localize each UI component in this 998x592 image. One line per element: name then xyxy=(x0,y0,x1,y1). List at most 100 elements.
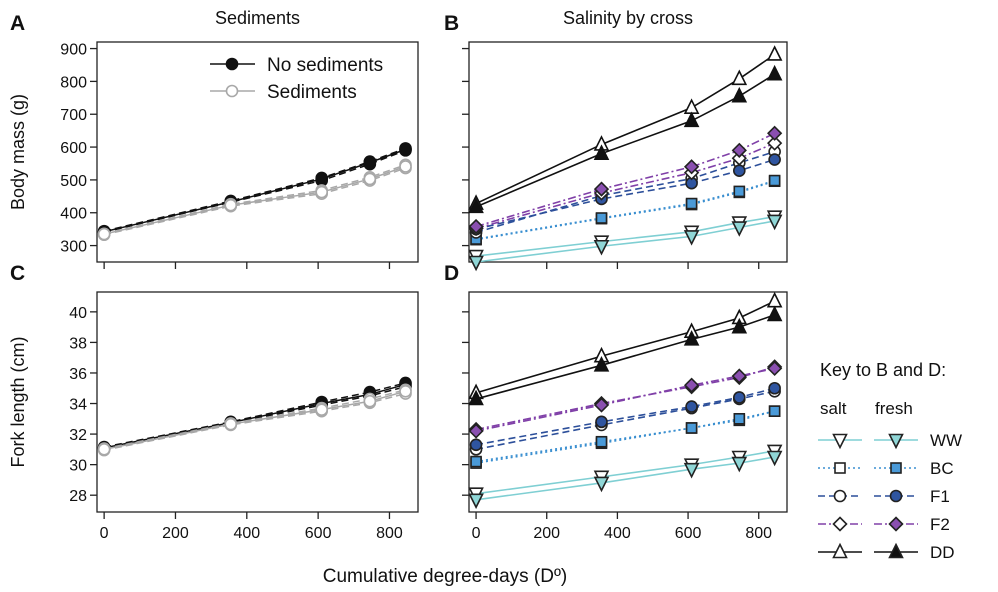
series-ww-fresh xyxy=(468,450,783,510)
series-line xyxy=(475,179,775,240)
key-marker-salt xyxy=(832,516,848,532)
series-sediments xyxy=(97,385,412,456)
data-point xyxy=(468,389,484,406)
series-dd-fresh xyxy=(468,64,783,214)
legend-label: No sediments xyxy=(267,55,383,76)
panel-letter: D xyxy=(444,262,459,285)
data-point xyxy=(683,159,700,175)
data-point xyxy=(97,227,111,241)
x-tick-label: 400 xyxy=(233,525,260,542)
data-point xyxy=(224,417,238,431)
key-marker-fresh xyxy=(888,516,904,532)
series-line xyxy=(103,392,406,451)
data-point xyxy=(733,185,746,198)
data-point xyxy=(766,291,783,308)
y-tick-label: 400 xyxy=(60,206,87,223)
x-tick-label: 200 xyxy=(533,525,560,542)
series-dd-salt xyxy=(468,45,783,210)
data-point xyxy=(593,397,610,413)
data-point xyxy=(470,455,482,468)
key-row-label: WW xyxy=(930,431,962,450)
series-no-sediments xyxy=(97,144,412,239)
data-point xyxy=(315,403,329,416)
series-line xyxy=(475,387,775,446)
data-point xyxy=(468,255,484,272)
panel-letter: A xyxy=(10,12,25,35)
data-point xyxy=(683,462,700,479)
data-point xyxy=(363,172,377,186)
data-point xyxy=(683,330,700,346)
series-line xyxy=(103,382,406,448)
y-tick-label: 30 xyxy=(69,458,87,475)
key-row-label: DD xyxy=(930,543,955,562)
key-marker-fresh xyxy=(890,462,902,474)
data-point xyxy=(97,443,111,456)
legend-label: Sediments xyxy=(267,82,357,103)
chart-panel-d: D 0 200 400 600 800 xyxy=(444,262,788,542)
legend-marker xyxy=(225,57,239,71)
key-fresh-label: fresh xyxy=(875,399,913,418)
key-marker-fresh xyxy=(888,542,904,559)
legend-marker xyxy=(225,84,239,98)
series-line xyxy=(475,150,775,234)
data-point xyxy=(399,143,412,156)
series-line xyxy=(475,456,775,501)
series-f1-fresh xyxy=(469,381,781,452)
y-tick-label: 800 xyxy=(60,74,87,91)
data-point xyxy=(768,174,781,187)
key-marker-salt xyxy=(832,433,848,450)
y-tick-label: 34 xyxy=(69,397,87,414)
key-legend: Key to B and D: salt fresh WW BC F1 F2 DD xyxy=(818,360,962,562)
series-bc-fresh xyxy=(470,405,781,468)
key-marker-fresh xyxy=(888,433,904,450)
series-line xyxy=(475,220,775,263)
x-tick-label: 800 xyxy=(376,525,403,542)
data-point xyxy=(766,45,783,61)
series-line xyxy=(103,390,406,451)
data-point xyxy=(315,185,329,199)
key-salt-label: salt xyxy=(820,399,847,418)
series-bc-salt xyxy=(470,175,781,246)
data-point xyxy=(685,197,698,210)
series-dd-salt xyxy=(468,291,783,400)
data-point xyxy=(469,438,483,452)
y-tick-label: 32 xyxy=(69,427,87,444)
y-tick-label: 900 xyxy=(60,42,87,59)
data-point xyxy=(768,381,781,395)
chart-panel-a: A Sediments 300 400 500 600 700 800 900 Body mass… xyxy=(8,8,419,269)
key-row-f2: F2 xyxy=(818,515,950,534)
y-tick-label: 600 xyxy=(60,140,87,157)
series-line xyxy=(475,158,775,230)
data-point xyxy=(468,493,484,510)
x-tick-label: 600 xyxy=(675,525,702,542)
panel-letter: B xyxy=(444,12,459,35)
data-point xyxy=(363,156,377,169)
series-line xyxy=(475,73,776,208)
data-point xyxy=(683,98,700,114)
series-f2-fresh xyxy=(468,360,783,439)
series-bc-fresh xyxy=(470,174,781,245)
data-point xyxy=(731,86,748,103)
data-point xyxy=(685,400,698,413)
panel-title: Sediments xyxy=(215,8,300,28)
data-point xyxy=(683,377,700,393)
data-point xyxy=(685,422,698,434)
data-point xyxy=(363,394,377,408)
data-point xyxy=(468,423,484,439)
data-point xyxy=(732,391,746,404)
plot-frame xyxy=(468,291,788,513)
x-tick-label: 0 xyxy=(472,525,481,542)
series-line xyxy=(475,215,775,257)
series-line xyxy=(103,148,406,233)
x-tick-label: 400 xyxy=(604,525,631,542)
data-point xyxy=(683,230,700,246)
series-line xyxy=(475,366,775,431)
key-row-f1: F1 xyxy=(818,487,950,506)
data-point xyxy=(593,239,610,256)
y-tick-label: 700 xyxy=(60,107,87,124)
series-ww-salt xyxy=(468,444,783,503)
data-point xyxy=(683,111,700,128)
data-point xyxy=(595,415,608,429)
series-line xyxy=(475,390,775,451)
